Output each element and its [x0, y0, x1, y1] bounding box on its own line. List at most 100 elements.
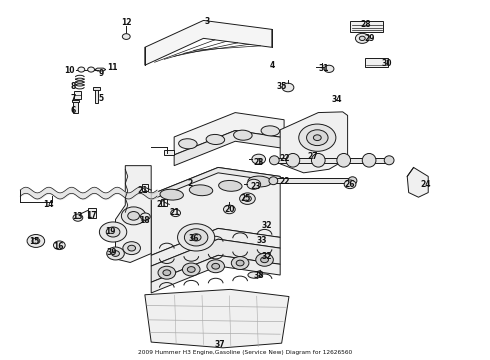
Polygon shape: [274, 158, 389, 163]
Circle shape: [207, 260, 224, 273]
Text: 38: 38: [253, 270, 264, 279]
Text: 19: 19: [105, 228, 116, 237]
Text: 36: 36: [189, 234, 199, 243]
Text: 3: 3: [204, 17, 210, 26]
Polygon shape: [151, 167, 280, 255]
Polygon shape: [145, 21, 272, 65]
Polygon shape: [95, 68, 106, 71]
Circle shape: [123, 242, 141, 255]
Circle shape: [247, 179, 261, 189]
Circle shape: [182, 263, 200, 276]
Circle shape: [256, 253, 273, 266]
Ellipse shape: [269, 177, 278, 185]
Circle shape: [141, 213, 150, 220]
Circle shape: [299, 124, 336, 151]
Text: 7: 7: [71, 94, 75, 103]
Circle shape: [171, 210, 180, 217]
Polygon shape: [151, 228, 280, 266]
Circle shape: [282, 83, 294, 92]
Circle shape: [78, 67, 85, 72]
Bar: [365, 58, 388, 67]
Bar: [350, 21, 383, 32]
Text: 15: 15: [29, 237, 39, 246]
Bar: [95, 89, 98, 103]
Text: 5: 5: [98, 94, 103, 103]
Text: 20: 20: [224, 205, 235, 214]
Text: 33: 33: [257, 236, 268, 245]
Text: 10: 10: [64, 66, 74, 75]
Text: 9: 9: [98, 69, 103, 78]
Circle shape: [240, 193, 255, 204]
Ellipse shape: [337, 153, 350, 167]
Text: 13: 13: [73, 212, 83, 221]
Text: 35: 35: [276, 82, 287, 91]
Text: 22: 22: [280, 177, 290, 186]
Ellipse shape: [219, 180, 242, 191]
Polygon shape: [407, 167, 428, 197]
Circle shape: [223, 205, 235, 214]
Text: 6: 6: [71, 106, 75, 115]
Text: 16: 16: [53, 242, 64, 251]
Circle shape: [187, 267, 195, 273]
Circle shape: [236, 260, 244, 266]
Bar: [74, 91, 81, 99]
Circle shape: [324, 65, 334, 72]
Polygon shape: [151, 167, 280, 200]
Circle shape: [106, 227, 120, 237]
Polygon shape: [151, 239, 280, 282]
Circle shape: [27, 234, 45, 247]
Text: 37: 37: [214, 340, 225, 349]
Polygon shape: [174, 113, 284, 155]
Circle shape: [128, 212, 140, 220]
Ellipse shape: [234, 130, 252, 140]
Circle shape: [122, 34, 130, 40]
Text: 23: 23: [253, 158, 264, 167]
Circle shape: [359, 36, 365, 41]
Ellipse shape: [286, 153, 300, 167]
Bar: [93, 87, 100, 90]
Ellipse shape: [179, 139, 197, 149]
Circle shape: [73, 214, 83, 221]
Text: 22: 22: [280, 154, 290, 163]
Ellipse shape: [248, 272, 262, 278]
Text: 21: 21: [169, 208, 179, 217]
Circle shape: [191, 234, 201, 241]
Text: 23: 23: [250, 182, 261, 191]
Text: 21: 21: [157, 200, 167, 209]
Bar: [143, 184, 148, 191]
Text: 8: 8: [71, 82, 75, 91]
Circle shape: [177, 224, 215, 251]
Text: 4: 4: [269, 61, 274, 70]
Text: 39: 39: [107, 248, 117, 257]
Text: 2009 Hummer H3 Engine,Gasoline (Service New) Diagram for 12626560: 2009 Hummer H3 Engine,Gasoline (Service …: [138, 350, 352, 355]
Ellipse shape: [312, 153, 325, 167]
Ellipse shape: [348, 177, 357, 185]
Ellipse shape: [270, 156, 279, 165]
Text: 12: 12: [121, 18, 131, 27]
Ellipse shape: [160, 189, 183, 200]
Polygon shape: [151, 255, 280, 293]
Text: 24: 24: [420, 180, 431, 189]
Text: 28: 28: [361, 19, 371, 28]
Text: 25: 25: [241, 194, 251, 203]
Ellipse shape: [261, 126, 280, 136]
Circle shape: [344, 180, 356, 189]
Bar: [72, 100, 79, 102]
Ellipse shape: [362, 153, 376, 167]
Polygon shape: [280, 112, 347, 173]
Circle shape: [99, 222, 127, 242]
Bar: [88, 208, 97, 218]
Circle shape: [112, 251, 120, 256]
Circle shape: [53, 241, 65, 249]
Circle shape: [32, 238, 40, 244]
Bar: [161, 199, 167, 206]
Text: 31: 31: [319, 64, 329, 73]
Text: 32: 32: [262, 221, 272, 230]
Circle shape: [212, 264, 220, 269]
Text: 30: 30: [381, 59, 392, 68]
Ellipse shape: [248, 176, 271, 187]
Polygon shape: [273, 178, 352, 183]
Circle shape: [88, 67, 95, 72]
Circle shape: [231, 257, 249, 270]
Text: 1: 1: [256, 158, 261, 167]
